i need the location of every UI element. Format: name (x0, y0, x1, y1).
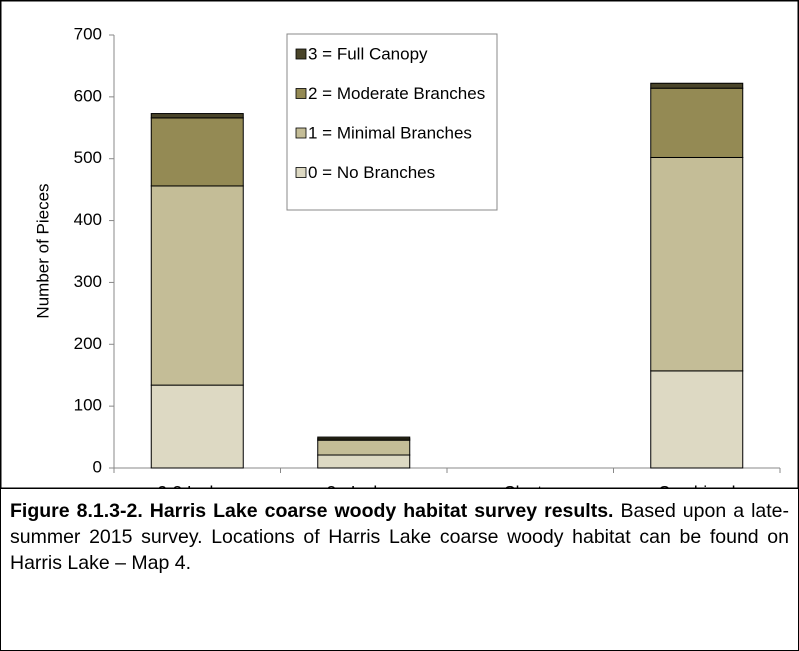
legend-label: 2 = Moderate Branches (308, 84, 485, 103)
bar-segment (650, 87, 744, 158)
y-tick-label: 100 (74, 396, 102, 415)
y-axis-title: Number of Pieces (33, 183, 52, 318)
x-tick-label: 8+ Inches (327, 482, 401, 489)
legend-swatch (295, 127, 307, 139)
x-tick-label: Cluster (503, 482, 557, 489)
y-tick-label: 600 (74, 86, 102, 105)
x-tick-label: 2-8 Inches (158, 482, 237, 489)
bar-segment (150, 185, 244, 386)
y-tick-label: 400 (74, 210, 102, 229)
chart-border (0, 0, 799, 489)
legend-label: 0 = No Branches (308, 163, 435, 182)
bar-segment (317, 436, 411, 440)
bar-segment (150, 384, 244, 469)
bar-segment (650, 156, 744, 372)
legend-label: 3 = Full Canopy (308, 44, 428, 63)
caption-text: Based upon a late-summer 2015 survey. Lo… (10, 500, 790, 574)
caption: Figure 8.1.3-2. Harris Lake coarse woody… (0, 488, 799, 651)
legend-box (286, 33, 498, 211)
bar-segment (150, 113, 244, 119)
bar-segment (150, 117, 244, 187)
y-tick-label: 0 (93, 457, 102, 476)
y-tick-label: 700 (74, 24, 102, 43)
legend-swatch (295, 167, 307, 178)
chart: Number of Pieces 0 100 200 300 400 500 600 700 2… (0, 0, 799, 489)
bar-segment (650, 82, 744, 89)
y-tick-label: 200 (74, 334, 102, 353)
y-tick-label: 300 (74, 272, 102, 291)
y-tick-label: 500 (74, 148, 102, 167)
legend-swatch (295, 48, 307, 60)
bar-segment (317, 439, 411, 456)
bar-segment (317, 454, 411, 469)
bar-segment (650, 370, 744, 469)
legend-swatch (295, 88, 307, 99)
legend-label: 1 = Minimal Branches (308, 123, 472, 142)
x-tick-label: Combined (658, 482, 736, 489)
caption-title: Figure 8.1.3-2. Harris Lake coarse woody… (10, 500, 614, 522)
